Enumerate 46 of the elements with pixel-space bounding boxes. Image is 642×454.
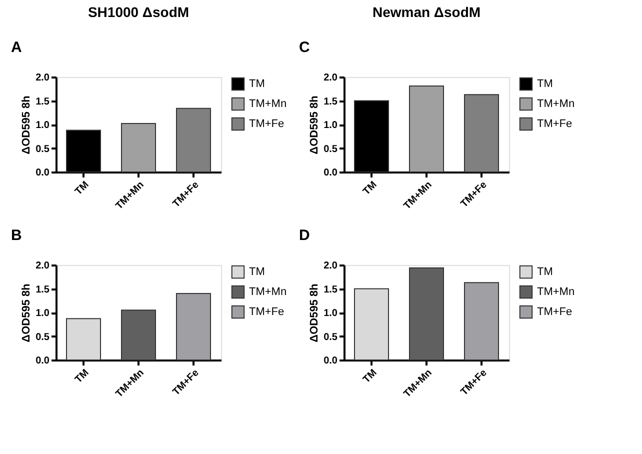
y-tick-label: 1.0 — [36, 120, 50, 131]
text: A — [11, 39, 22, 56]
chart-title: Newman ΔsodM — [372, 4, 481, 20]
y-tick-label: 1.5 — [36, 96, 50, 108]
legend-label: TM+Fe — [249, 118, 284, 130]
y-axis-title: ΔOD595 8h — [20, 283, 33, 342]
legend-label: TM+Mn — [537, 286, 575, 298]
legend-label: TM — [249, 78, 265, 90]
y-axis-title: ΔOD595 8h — [308, 283, 321, 342]
y-tick-label: 0.0 — [324, 356, 338, 366]
y-tick-label: 0.0 — [36, 168, 50, 178]
y-axis-title: ΔOD595 8h — [308, 95, 321, 154]
legend-label: TM+Fe — [537, 118, 572, 130]
legend-label: TM+Mn — [249, 286, 287, 298]
legend-label: TM+Fe — [249, 306, 284, 318]
x-tick-label: TM — [73, 368, 92, 386]
legend-label: TM — [537, 266, 553, 278]
x-tick-label: TM — [361, 180, 380, 198]
y-tick-label: 2.0 — [324, 260, 338, 272]
y-tick-label: 0.0 — [36, 356, 50, 366]
text: C — [299, 39, 310, 56]
y-tick-label: 0.5 — [324, 144, 338, 155]
y-tick-label: 0.0 — [324, 168, 338, 178]
y-tick-label: 0.5 — [324, 332, 338, 343]
x-tick-label: TM — [73, 180, 92, 198]
chart-title: SH1000 ΔsodM — [88, 4, 190, 20]
legend-label: TM+Fe — [537, 306, 572, 318]
y-tick-label: 1.5 — [36, 284, 50, 296]
y-tick-label: 2.0 — [36, 260, 50, 272]
text: B — [11, 227, 22, 244]
y-tick-label: 1.0 — [324, 120, 338, 131]
y-tick-label: 1.5 — [324, 284, 338, 296]
legend-label: TM+Mn — [537, 98, 575, 110]
text: D — [299, 227, 310, 244]
x-tick-label: TM — [361, 368, 380, 386]
y-tick-label: 2.0 — [324, 72, 338, 84]
y-tick-label: 2.0 — [36, 72, 50, 84]
y-tick-label: 0.5 — [36, 144, 50, 155]
legend-label: TM — [537, 78, 553, 90]
y-tick-label: 0.5 — [36, 332, 50, 343]
y-tick-label: 1.5 — [324, 96, 338, 108]
legend-label: TM+Mn — [249, 98, 287, 110]
y-tick-label: 1.0 — [36, 308, 50, 319]
y-axis-title: ΔOD595 8h — [20, 95, 33, 154]
y-tick-label: 1.0 — [324, 308, 338, 319]
legend-label: TM — [249, 266, 265, 278]
